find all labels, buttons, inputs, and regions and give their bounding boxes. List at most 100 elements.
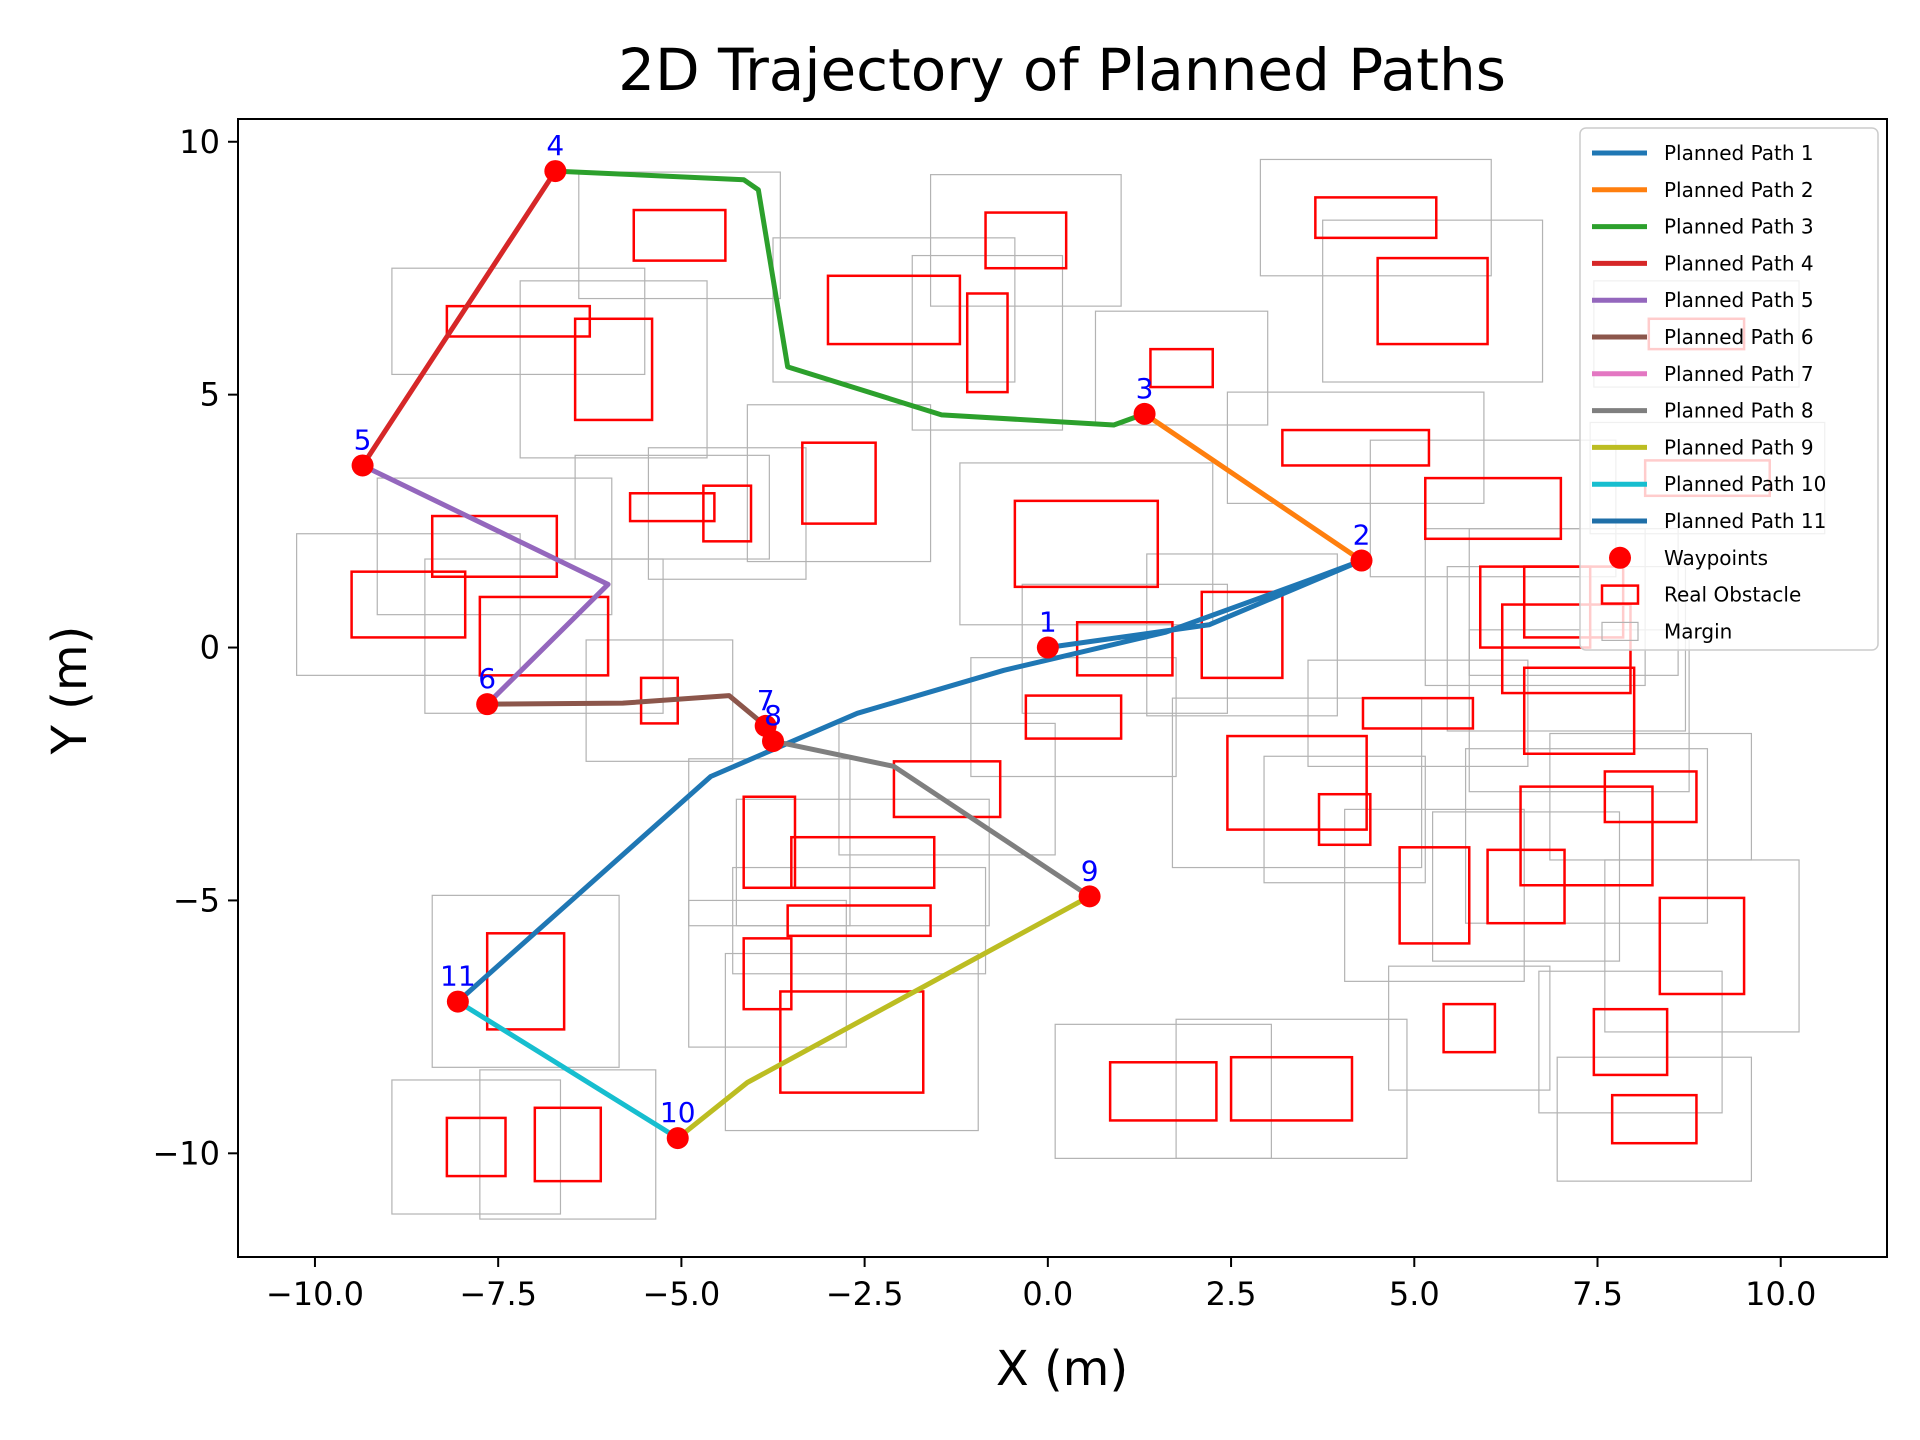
real-obstacle-46 xyxy=(1610,1093,1698,1145)
obstacle-margin-46 xyxy=(1556,1056,1753,1182)
planned-path-1 xyxy=(455,558,1365,1005)
waypoint-8 xyxy=(762,730,785,753)
waypoint-6 xyxy=(476,693,499,716)
real-obstacle-6 xyxy=(573,317,654,422)
obstacle-margin-31 xyxy=(1171,697,1423,869)
obstacle-margin-37 xyxy=(724,952,979,1132)
obstacle-margin-34 xyxy=(735,798,990,927)
legend-marker-margin xyxy=(1601,621,1639,642)
legend-label-path-2: Planned Path 2 xyxy=(1664,178,1814,202)
real-obstacle-31 xyxy=(1226,734,1368,831)
legend-label-path-1: Planned Path 1 xyxy=(1664,141,1814,165)
obstacle-margin-49 xyxy=(391,1079,562,1215)
planned-path-4 xyxy=(360,168,558,468)
real-obstacle-15 xyxy=(628,492,716,523)
waypoint-label-10: 10 xyxy=(660,1096,696,1129)
real-obstacle-38 xyxy=(485,932,566,1031)
real-obstacle-35 xyxy=(786,904,932,938)
x-tick-label-2: −5.0 xyxy=(643,1275,721,1313)
y-tick-label-1: 5 xyxy=(200,376,220,414)
legend-label-waypoints: Waypoints xyxy=(1664,546,1768,570)
real-obstacle-29 xyxy=(1361,696,1475,730)
real-obstacle-48 xyxy=(1229,1055,1354,1122)
legend-label-path-8: Planned Path 8 xyxy=(1664,399,1814,423)
obstacle-margin-17 xyxy=(959,462,1214,626)
legend-box xyxy=(1579,127,1879,651)
real-obstacle-50 xyxy=(533,1106,603,1183)
obstacle-margin-39 xyxy=(1344,808,1525,982)
real-obstacle-26 xyxy=(1522,666,1636,756)
obstacle-margin-11 xyxy=(1226,391,1485,504)
legend-label-path-11: Planned Path 11 xyxy=(1664,509,1826,533)
y-tick-label-3: −5 xyxy=(173,881,220,919)
legend-label-path-7: Planned Path 7 xyxy=(1664,362,1814,386)
legend: Planned Path 1 Planned Path 2 Planned Path… xyxy=(1579,127,1879,651)
x-tick-label-7: 7.5 xyxy=(1572,1275,1623,1313)
x-axis-label: X (m) xyxy=(996,1341,1128,1397)
legend-label-path-3: Planned Path 3 xyxy=(1664,215,1814,239)
real-obstacle-39 xyxy=(1398,846,1471,945)
obstacle-margin-35 xyxy=(732,866,987,975)
obstacle-margin-21 xyxy=(1021,583,1228,714)
obstacle-margin-29 xyxy=(1307,659,1529,767)
obstacles-layer xyxy=(350,196,1771,1183)
planned-path-6 xyxy=(484,693,769,729)
obstacle-margin-38 xyxy=(431,894,620,1068)
x-tick-label-8: 10.0 xyxy=(1745,1275,1816,1313)
x-tick-label-1: −7.5 xyxy=(459,1275,537,1313)
legend-marker-obstacle xyxy=(1600,584,1640,605)
real-obstacle-9 xyxy=(1376,256,1489,346)
legend-label-margin: Margin xyxy=(1664,619,1732,643)
real-obstacle-37 xyxy=(779,990,925,1094)
planned-path-9 xyxy=(675,893,1093,1141)
waypoint-2 xyxy=(1350,549,1373,572)
y-axis-label: Y (m) xyxy=(42,626,98,756)
real-obstacle-3 xyxy=(826,274,962,346)
real-obstacle-43 xyxy=(1658,896,1746,996)
planned-path-5 xyxy=(360,462,611,707)
legend-label-obstacle: Real Obstacle xyxy=(1664,583,1801,607)
waypoint-label-7: 7 xyxy=(757,684,775,717)
real-obstacle-7 xyxy=(1149,347,1214,389)
real-obstacle-5 xyxy=(445,304,592,338)
planned-path-10 xyxy=(455,999,681,1141)
waypoint-9 xyxy=(1078,885,1101,908)
real-obstacle-18 xyxy=(430,514,559,578)
real-obstacle-2 xyxy=(984,211,1068,270)
waypoint-10 xyxy=(666,1127,689,1150)
legend-label-path-4: Planned Path 4 xyxy=(1664,251,1814,275)
real-obstacle-42 xyxy=(1603,770,1698,824)
waypoint-label-2: 2 xyxy=(1353,519,1371,552)
real-obstacle-1 xyxy=(632,208,727,262)
x-tick-label-0: −10.0 xyxy=(266,1275,364,1313)
legend-label-path-10: Planned Path 10 xyxy=(1664,472,1826,496)
waypoint-4 xyxy=(544,160,567,183)
obstacle-margin-5 xyxy=(391,267,646,376)
obstacle-margin-7 xyxy=(1094,310,1269,426)
real-obstacle-14 xyxy=(801,441,877,525)
real-obstacle-49 xyxy=(445,1116,507,1178)
real-obstacle-21 xyxy=(1075,620,1174,677)
waypoint-label-6: 6 xyxy=(478,662,496,695)
obstacle-margin-45 xyxy=(1538,970,1723,1114)
x-tick-label-3: −2.5 xyxy=(826,1275,904,1313)
obstacle-margin-8 xyxy=(1259,158,1492,277)
planned-path-8 xyxy=(770,738,1093,899)
real-obstacle-33 xyxy=(742,795,797,890)
real-obstacle-41 xyxy=(1519,785,1654,887)
chart-title: 2D Trajectory of Planned Paths xyxy=(618,36,1506,104)
x-tick-label-4: 0.0 xyxy=(1022,1275,1073,1313)
obstacle-margin-30 xyxy=(838,722,1056,856)
y-tick-label-2: 0 xyxy=(200,629,220,667)
real-obstacle-47 xyxy=(1108,1061,1218,1122)
real-obstacle-36 xyxy=(742,937,793,1011)
plot-area: 1 2 3 4 5 6 78 9 10 11 xyxy=(296,129,1826,1220)
obstacle-margin-44 xyxy=(1388,965,1551,1091)
waypoint-11 xyxy=(446,990,469,1013)
real-obstacle-4 xyxy=(965,292,1009,394)
real-obstacle-8 xyxy=(1314,196,1438,240)
obstacle-margin-9 xyxy=(1322,219,1544,383)
obstacle-margin-6 xyxy=(519,280,708,459)
paths-layer xyxy=(360,168,1365,1141)
real-obstacle-44 xyxy=(1442,1002,1497,1054)
